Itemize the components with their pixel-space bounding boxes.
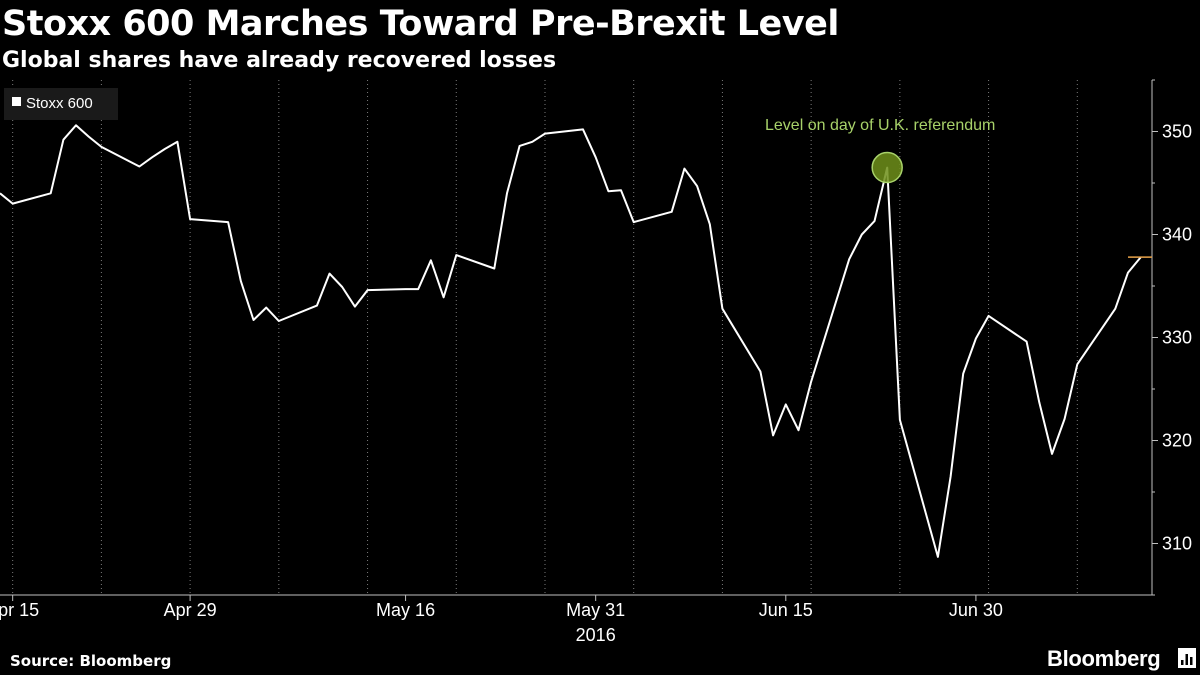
- source-note: Source: Bloomberg: [10, 652, 172, 670]
- referendum-annotation-label: Level on day of U.K. referendum: [765, 117, 995, 134]
- chart-title: Stoxx 600 Marches Toward Pre-Brexit Leve…: [2, 4, 839, 44]
- y-tick-label: 310: [1162, 534, 1192, 554]
- bloomberg-chart-icon: [1178, 648, 1196, 668]
- y-tick-label: 350: [1162, 122, 1192, 142]
- y-tick-label: 340: [1162, 225, 1192, 245]
- x-tick-label: Jun 15: [759, 600, 813, 620]
- x-tick-label: Apr 15: [0, 600, 39, 620]
- legend-background: [4, 88, 118, 120]
- x-tick-label: May 31: [566, 600, 625, 620]
- legend-swatch: [12, 97, 21, 106]
- bloomberg-logo-text: Bloomberg: [1047, 646, 1161, 671]
- referendum-marker: [871, 151, 903, 184]
- y-tick-label: 330: [1162, 328, 1192, 348]
- axes: 310 320 330 340 350 Apr 15 Apr 29 May 16 May 31 2…: [0, 79, 1192, 645]
- legend: Stoxx 600: [4, 88, 118, 120]
- grid: [12, 80, 1078, 595]
- chart-subtitle: Global shares have already recovered los…: [2, 48, 557, 73]
- x-tick-label: Jun 30: [949, 600, 1003, 620]
- annotation-layer: Level on day of U.K. referendum: [765, 117, 995, 184]
- series-layer: [0, 124, 1152, 558]
- y-tick-label: 320: [1162, 431, 1192, 451]
- series-line-stoxx-600: [0, 124, 1142, 558]
- x-tick-label: Apr 29: [164, 600, 217, 620]
- legend-label-stoxx-600: Stoxx 600: [26, 95, 93, 112]
- x-tick-label: May 16: [376, 600, 435, 620]
- x-tick-year-label: 2016: [576, 625, 616, 645]
